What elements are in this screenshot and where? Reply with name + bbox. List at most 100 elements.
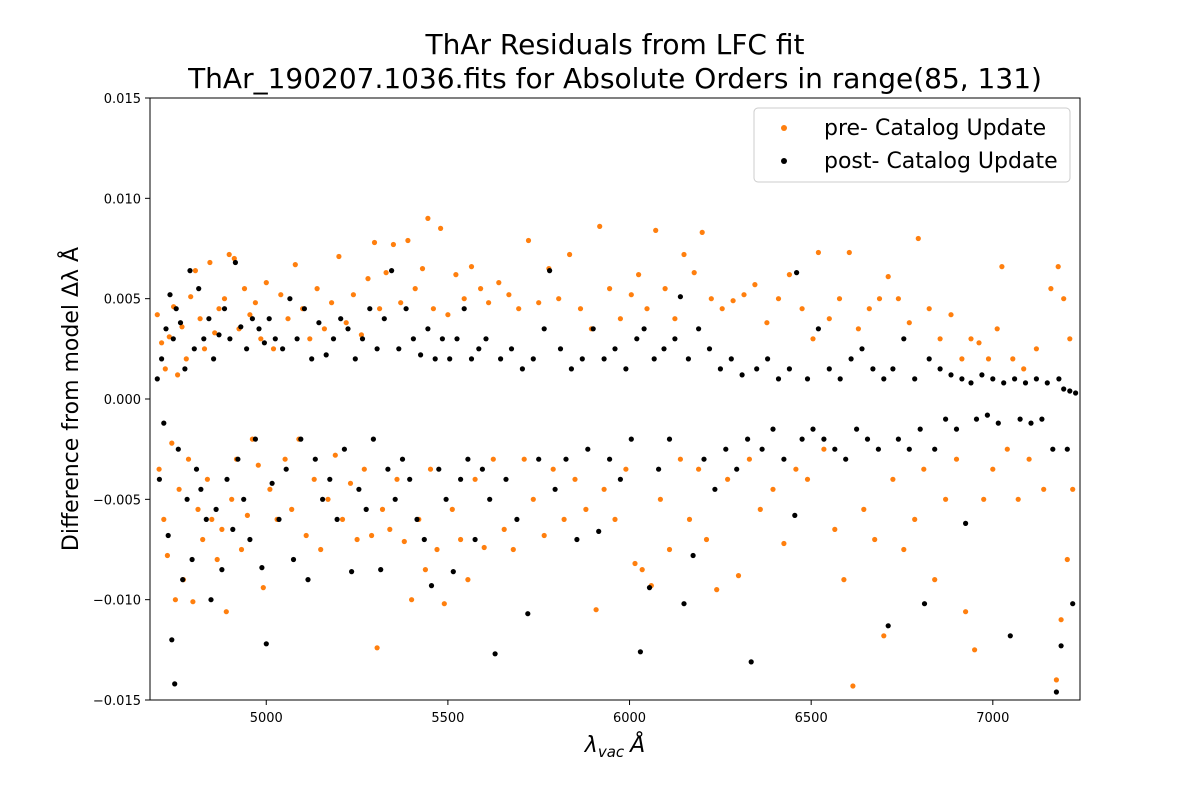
data-point bbox=[175, 372, 181, 378]
data-point bbox=[901, 546, 907, 553]
data-point bbox=[301, 306, 307, 312]
data-point bbox=[536, 456, 542, 462]
data-point bbox=[644, 306, 650, 312]
data-point bbox=[453, 272, 459, 278]
data-point bbox=[316, 320, 322, 326]
data-point bbox=[230, 526, 236, 533]
data-point bbox=[799, 306, 805, 312]
data-point bbox=[252, 300, 258, 306]
data-point bbox=[219, 567, 225, 573]
data-point bbox=[354, 536, 360, 543]
data-point bbox=[172, 681, 178, 687]
data-point bbox=[525, 611, 531, 617]
data-point bbox=[681, 601, 687, 607]
data-point bbox=[311, 476, 317, 482]
data-point bbox=[848, 356, 854, 362]
points-layer bbox=[154, 215, 1079, 695]
data-point bbox=[799, 436, 805, 442]
data-point bbox=[176, 486, 182, 492]
data-point bbox=[352, 356, 358, 362]
data-point bbox=[496, 280, 502, 286]
data-point bbox=[979, 372, 985, 378]
data-point bbox=[412, 286, 418, 292]
data-point bbox=[244, 346, 250, 352]
data-point bbox=[770, 486, 776, 492]
data-point bbox=[503, 476, 509, 482]
data-point bbox=[189, 556, 195, 563]
data-point bbox=[247, 536, 253, 543]
data-point bbox=[657, 496, 664, 502]
data-point bbox=[875, 446, 882, 452]
data-point bbox=[1070, 601, 1076, 607]
data-point bbox=[161, 516, 167, 523]
data-point bbox=[837, 376, 843, 382]
data-point bbox=[221, 306, 228, 312]
data-point bbox=[378, 567, 384, 573]
data-point bbox=[821, 446, 827, 452]
data-point bbox=[338, 316, 344, 322]
data-point bbox=[449, 506, 455, 512]
data-point bbox=[177, 320, 184, 326]
data-point bbox=[826, 316, 832, 322]
data-point bbox=[653, 227, 659, 233]
data-point bbox=[677, 294, 684, 300]
data-point bbox=[249, 316, 255, 322]
data-point bbox=[276, 516, 282, 523]
data-point bbox=[646, 585, 653, 591]
data-point bbox=[154, 312, 160, 318]
data-point bbox=[272, 336, 278, 342]
data-point bbox=[361, 466, 367, 472]
data-point bbox=[912, 516, 918, 523]
data-point bbox=[207, 259, 213, 266]
data-point bbox=[183, 356, 189, 362]
data-point bbox=[369, 532, 375, 539]
data-point bbox=[617, 316, 624, 322]
data-point bbox=[403, 306, 409, 312]
data-point bbox=[832, 446, 838, 452]
data-point bbox=[184, 496, 190, 502]
data-point bbox=[198, 486, 204, 492]
data-point bbox=[314, 286, 320, 292]
data-point bbox=[478, 286, 484, 292]
x-axis-label-unit: Å bbox=[628, 731, 645, 758]
data-point bbox=[981, 496, 987, 502]
data-point bbox=[1053, 689, 1059, 695]
data-point bbox=[418, 352, 424, 358]
data-point bbox=[506, 292, 512, 298]
data-point bbox=[572, 476, 578, 482]
data-point bbox=[490, 456, 496, 462]
data-point bbox=[318, 546, 324, 553]
data-point bbox=[374, 645, 380, 651]
data-point bbox=[159, 340, 165, 346]
data-point bbox=[963, 609, 969, 615]
data-point bbox=[454, 336, 460, 342]
data-point bbox=[374, 346, 380, 352]
data-point bbox=[392, 496, 398, 502]
data-point bbox=[227, 336, 233, 342]
data-point bbox=[1001, 380, 1007, 386]
data-point bbox=[167, 292, 173, 298]
data-point bbox=[810, 426, 816, 432]
data-point bbox=[607, 286, 613, 292]
data-point bbox=[252, 436, 258, 442]
data-point bbox=[206, 316, 212, 322]
data-point bbox=[764, 320, 770, 326]
data-point bbox=[1050, 446, 1056, 452]
data-point bbox=[432, 356, 438, 362]
data-point bbox=[414, 516, 420, 523]
data-point bbox=[516, 306, 522, 312]
data-point bbox=[521, 456, 527, 462]
data-point bbox=[419, 266, 426, 272]
data-point bbox=[247, 312, 253, 318]
data-point bbox=[561, 516, 567, 523]
data-point bbox=[394, 476, 400, 482]
data-point bbox=[200, 536, 206, 543]
data-point bbox=[601, 486, 607, 492]
data-point bbox=[881, 633, 887, 639]
data-point bbox=[912, 376, 918, 382]
data-point bbox=[486, 300, 492, 306]
data-point bbox=[1064, 556, 1070, 563]
data-point bbox=[666, 436, 673, 442]
data-point bbox=[775, 376, 782, 382]
data-point bbox=[623, 466, 629, 472]
